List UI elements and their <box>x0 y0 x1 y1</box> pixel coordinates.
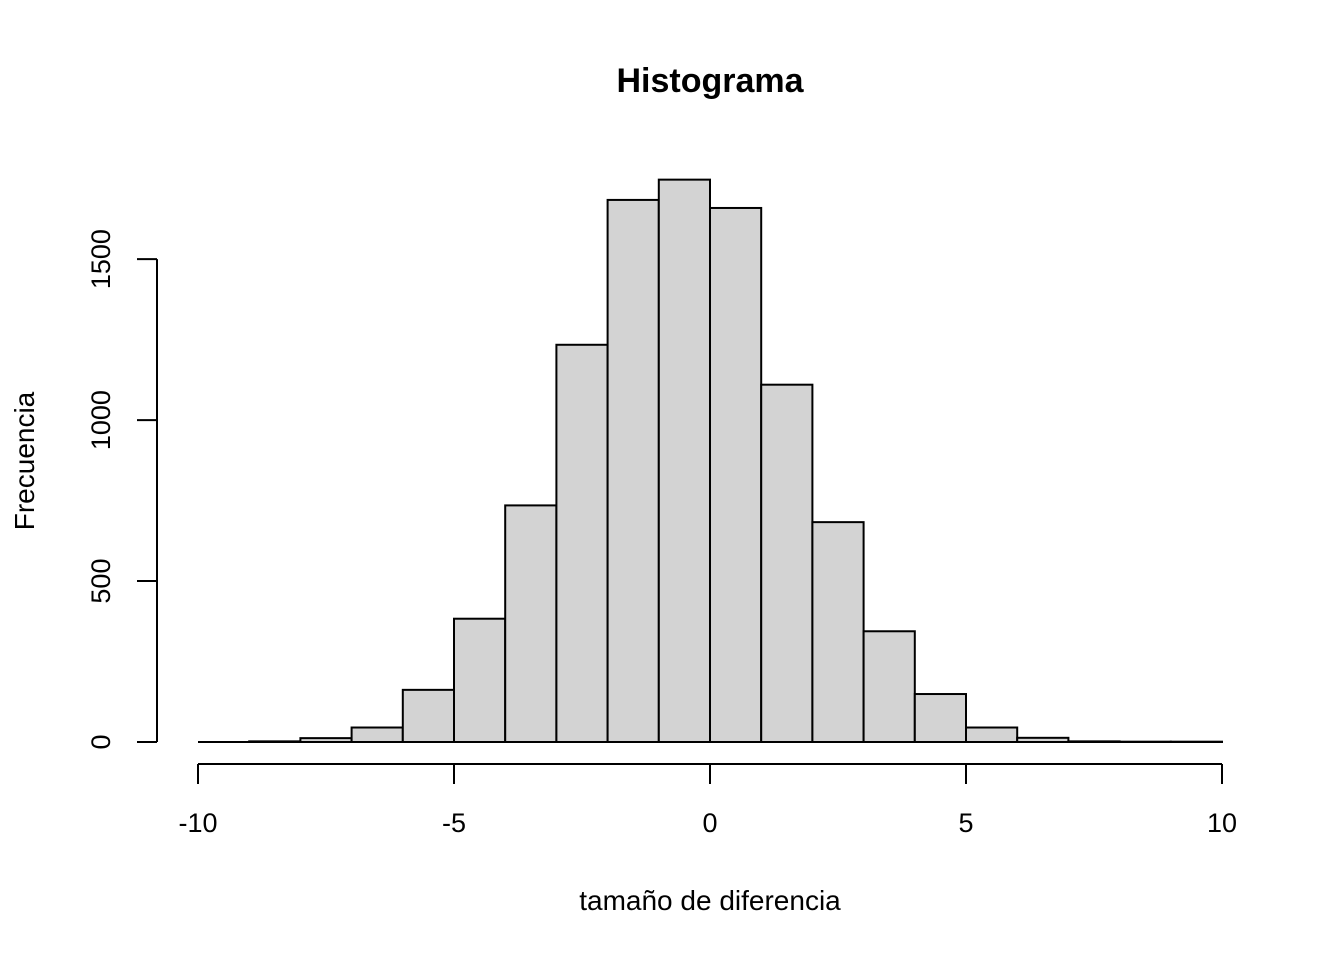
histogram-bar <box>401 688 455 743</box>
chart-title: Histograma <box>616 62 804 100</box>
histogram-bar <box>760 383 814 743</box>
histogram-bar <box>913 693 967 744</box>
histogram-bar <box>657 178 711 744</box>
x-tick-label: 0 <box>702 808 717 838</box>
bars-group <box>198 178 1224 744</box>
histogram-bar <box>811 521 865 743</box>
x-tick-label: -10 <box>178 808 217 838</box>
histogram-bar <box>555 343 609 743</box>
histogram-bar <box>453 617 507 743</box>
histogram-bar <box>504 504 558 743</box>
x-tick-label: 10 <box>1207 808 1237 838</box>
histogram-bar <box>709 206 763 743</box>
x-axis: -10 -5 0 5 10 <box>178 763 1237 838</box>
histogram-bar <box>350 726 404 744</box>
y-tick-label: 1000 <box>86 390 116 450</box>
y-axis: 0 500 1000 1500 <box>86 229 158 750</box>
histogram-bar <box>862 630 916 744</box>
histogram-bar <box>606 198 660 743</box>
y-tick-label: 500 <box>86 559 116 604</box>
x-axis-label: tamaño de diferencia <box>579 885 841 916</box>
histogram-bar <box>965 726 1019 744</box>
x-tick-label: -5 <box>442 808 466 838</box>
y-tick-label: 0 <box>86 734 116 749</box>
x-tick-label: 5 <box>958 808 973 838</box>
y-axis-label: Frecuencia <box>9 391 40 530</box>
y-tick-label: 1500 <box>86 229 116 289</box>
